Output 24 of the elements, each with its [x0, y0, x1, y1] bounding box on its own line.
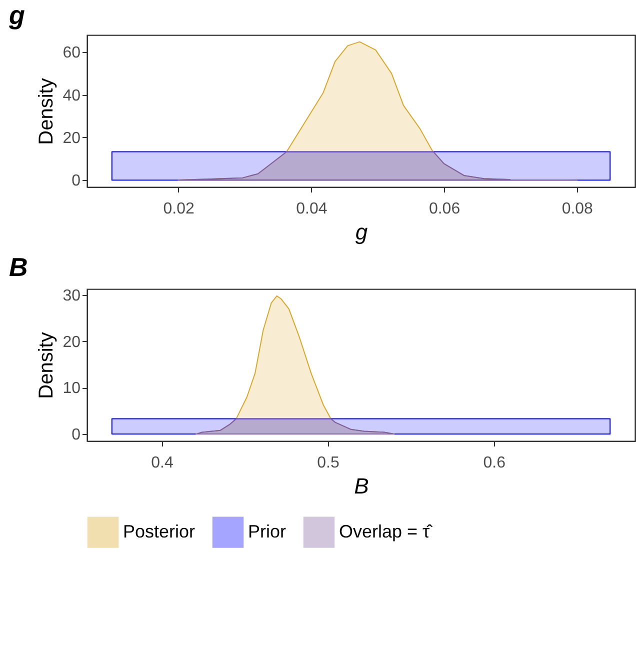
legend-label: Posterior [123, 521, 196, 542]
legend-label: Prior [248, 521, 286, 542]
text: g [355, 220, 368, 244]
y-tick-label: 0 [72, 426, 81, 444]
x-tick-label: 0.6 [483, 454, 506, 472]
x-axis-title: g [8, 0, 25, 30]
y-axis-title: Density [36, 332, 58, 399]
x-tick-label: 0.5 [317, 454, 340, 472]
x-tick-label: 0.06 [428, 200, 460, 218]
x-axis-title: B [9, 252, 28, 282]
y-tick-label: 30 [62, 288, 81, 305]
y-tick-label: 0 [72, 172, 81, 190]
y-tick-label: 40 [62, 87, 81, 104]
y-tick-label: 10 [62, 380, 81, 398]
y-tick-label: 20 [62, 334, 81, 351]
x-tick-label: 0.08 [562, 200, 594, 218]
y-tick-label: 20 [62, 130, 81, 147]
text: B [354, 474, 369, 498]
x-tick-label: 0.02 [163, 200, 195, 218]
x-tick-label: 0.04 [296, 200, 328, 218]
y-tick-label: 60 [62, 44, 81, 62]
legend-label: Overlap = τ̂ [339, 521, 433, 542]
y-axis-title: Density [36, 78, 58, 145]
x-tick-label: 0.4 [151, 454, 174, 472]
